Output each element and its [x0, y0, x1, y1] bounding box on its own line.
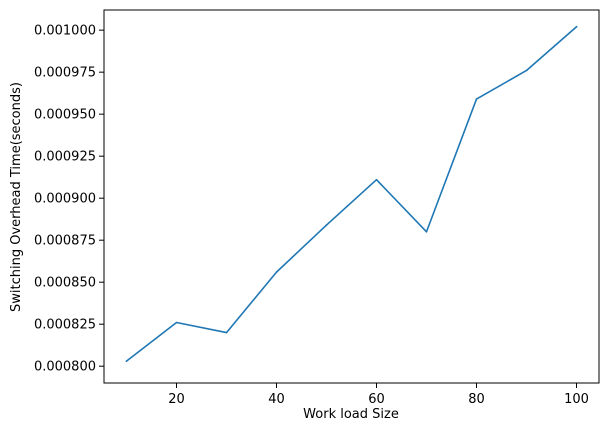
x-tick-label: 60: [368, 392, 385, 407]
data-point: [575, 26, 578, 28]
y-tick-label: 0.000925: [34, 150, 96, 165]
y-tick-label: 0.000950: [34, 108, 96, 123]
data-point: [425, 230, 428, 233]
x-tick-label: 100: [564, 392, 589, 407]
data-point: [125, 360, 128, 362]
y-tick-label: 0.001000: [34, 24, 96, 39]
y-tick-label: 0.000850: [34, 276, 96, 291]
x-tick-label: 40: [268, 392, 285, 407]
x-axis-ticks: 20 40 60 80 100: [168, 383, 589, 407]
x-tick-label: 20: [168, 392, 185, 407]
data-point: [275, 271, 278, 273]
y-tick-label: 0.000825: [34, 318, 96, 333]
y-tick-label: 0.000975: [34, 66, 96, 81]
y-tick-label: 0.000875: [34, 234, 96, 249]
x-tick-label: 80: [468, 392, 485, 407]
y-tick-label: 0.000800: [34, 360, 96, 375]
plot-frame: [103, 9, 600, 384]
y-axis-ticks: 0.000800 0.000825 0.000850 0.000875 0.000900…: [34, 24, 104, 375]
data-point: [375, 178, 378, 181]
data-point: [525, 69, 528, 72]
data-point: [225, 331, 228, 334]
y-tick-label: 0.000900: [34, 192, 96, 207]
series-layer: [125, 25, 578, 363]
x-axis-label: Work load Size: [303, 407, 399, 422]
data-point: [175, 321, 178, 324]
data-point: [325, 224, 328, 226]
series-line: [125, 25, 578, 363]
data-point: [475, 98, 478, 100]
y-axis-label: Switching Overhead Time(seconds): [9, 82, 24, 312]
